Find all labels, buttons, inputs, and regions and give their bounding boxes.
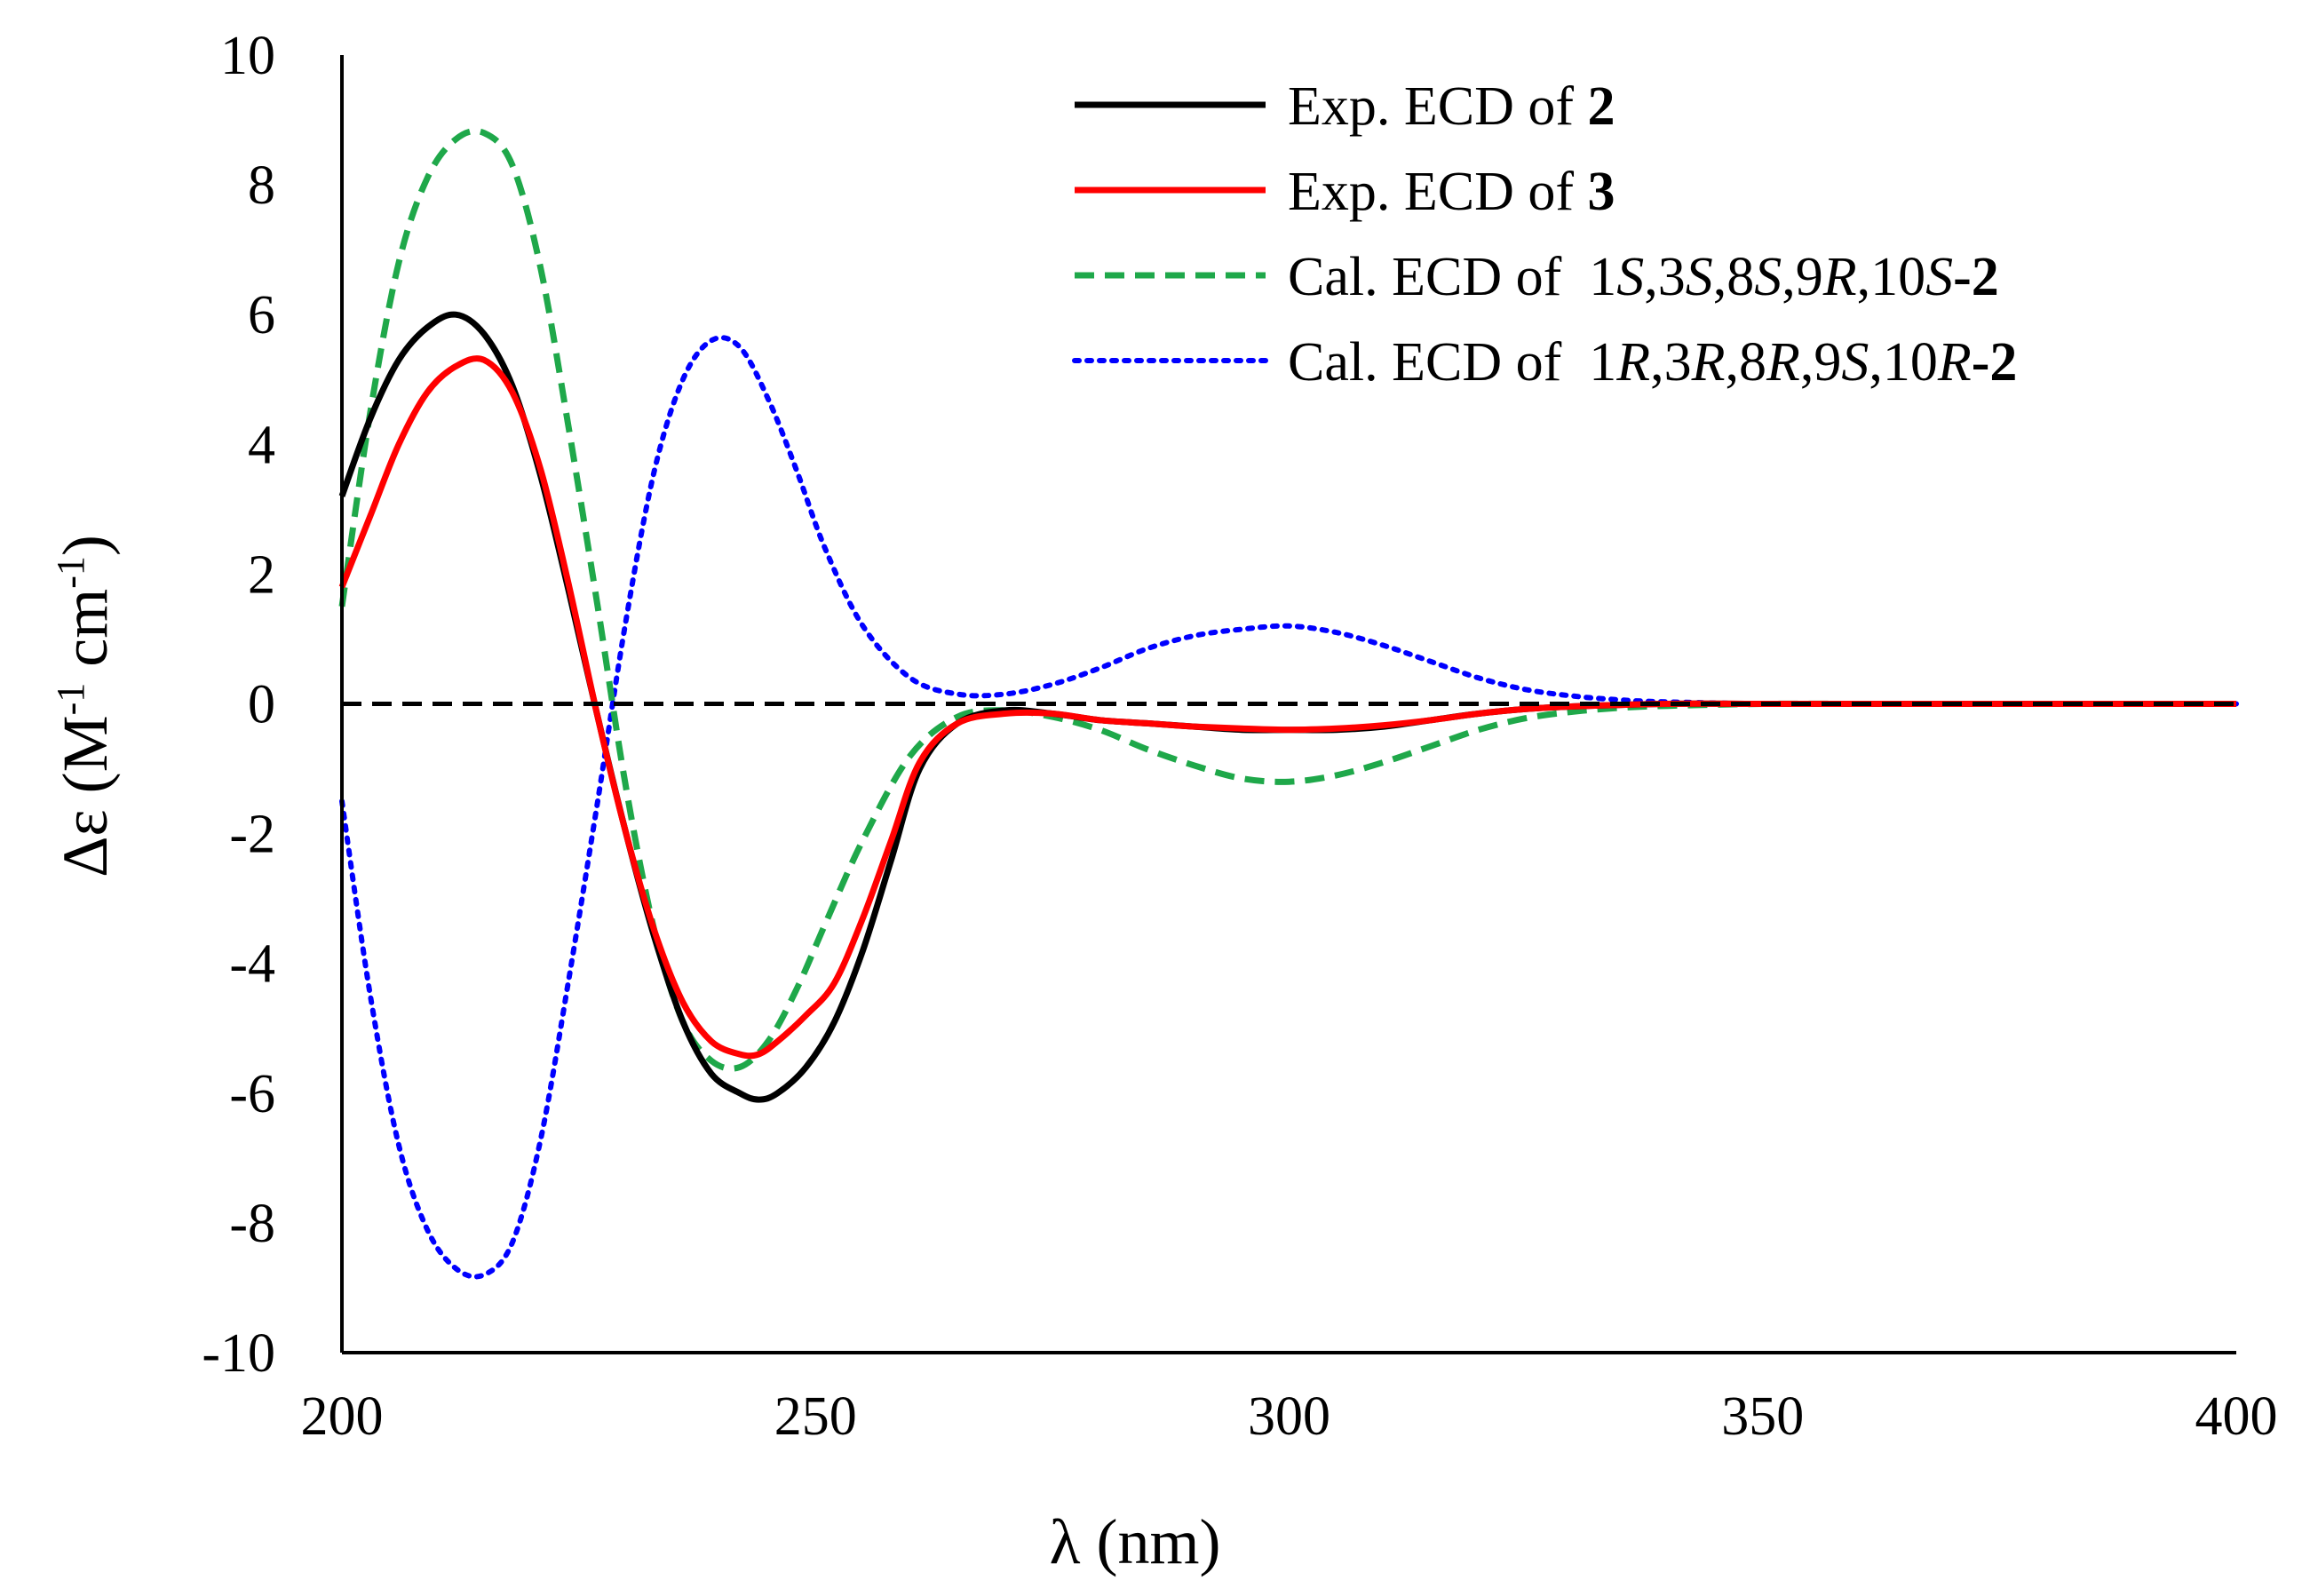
- y-tick-label: -10: [202, 1323, 275, 1384]
- legend-label-4: Cal. ECD of 1R,3R,8R,9S,10R-2: [1288, 332, 2017, 393]
- y-tick-label: -2: [229, 805, 275, 865]
- legend-label-part: S: [1754, 247, 1782, 307]
- legend-label-part: R: [1691, 332, 1726, 393]
- legend-label-1: Exp. ECD of 2: [1288, 76, 1615, 137]
- series-line-4: [339, 335, 2239, 1280]
- y-tick-label: -6: [229, 1064, 275, 1124]
- y-tick-label: 4: [248, 415, 275, 475]
- y-axis-title-end: ): [50, 535, 121, 556]
- x-tick-label: 200: [301, 1386, 384, 1447]
- legend-label-part: ,8: [1713, 247, 1755, 307]
- legend-label-3: Cal. ECD of 1S,3S,8S,9R,10S-2: [1288, 247, 1999, 307]
- series-line-2: [338, 355, 2236, 1060]
- x-tick-label: 350: [1721, 1386, 1804, 1447]
- legend-label-part: 3: [1588, 162, 1615, 222]
- y-tick-label: 6: [248, 285, 275, 345]
- legend-label-part: R: [1766, 332, 1800, 393]
- legend-label-part: ,3: [1650, 332, 1692, 393]
- legend-label-part: ,10: [1869, 332, 1938, 393]
- legend-label-part: ,8: [1726, 332, 1767, 393]
- y-tick-label: 10: [220, 26, 275, 86]
- legend-label-part: R: [1615, 332, 1650, 393]
- x-tick-label: 400: [2195, 1386, 2278, 1447]
- legend-label-part: ,9: [1782, 247, 1823, 307]
- legend-label-part: ,9: [1800, 332, 1842, 393]
- series-line-3: [338, 128, 2236, 1072]
- y-tick-label: 2: [248, 544, 275, 605]
- y-tick-label: 0: [248, 675, 275, 735]
- legend-label-part: Exp. ECD of: [1288, 76, 1588, 137]
- legend-label-part: Cal. ECD of 1: [1288, 332, 1616, 393]
- legend-label-part: ,3: [1644, 247, 1686, 307]
- y-axis-title-base: Δε (M: [50, 715, 121, 877]
- legend-label-part: Cal. ECD of 1: [1288, 247, 1616, 307]
- y-tick-label: -4: [229, 934, 275, 995]
- y-axis-title-sup2: -1: [49, 556, 92, 589]
- x-tick-labels: 200 250 300 350 400: [301, 1386, 2278, 1447]
- legend-label-part: ,10: [1857, 247, 1926, 307]
- y-tick-labels: -10 -8 -6 -4 -2 0 2 4 6 8 10: [202, 26, 275, 1384]
- legend-label-part: S: [1925, 247, 1953, 307]
- legend-label-part: R: [1937, 332, 1972, 393]
- legend-label-part: S: [1616, 247, 1644, 307]
- y-tick-label: -8: [229, 1194, 275, 1254]
- legend-label-part: S: [1841, 332, 1869, 393]
- y-tick-label: 8: [248, 155, 275, 216]
- series-line-1: [338, 311, 2236, 1103]
- legend-label-part: -2: [1953, 247, 1999, 307]
- y-axis-title-sup1: -1: [49, 683, 92, 716]
- legend-label-part: S: [1686, 247, 1713, 307]
- legend-label-part: R: [1822, 247, 1857, 307]
- y-axis-title: Δε (M-1 cm-1): [49, 535, 121, 877]
- legend-label-part: -2: [1972, 332, 2018, 393]
- legend-label-part: Exp. ECD of: [1288, 162, 1588, 222]
- x-tick-label: 250: [774, 1386, 857, 1447]
- x-tick-label: 300: [1248, 1386, 1330, 1447]
- x-axis-title: λ (nm): [1050, 1506, 1221, 1577]
- legend-label-2: Exp. ECD of 3: [1288, 162, 1615, 222]
- y-axis-title-mid: cm: [50, 589, 121, 683]
- legend-label-part: 2: [1588, 76, 1615, 137]
- plot-series-group: [338, 128, 2239, 1280]
